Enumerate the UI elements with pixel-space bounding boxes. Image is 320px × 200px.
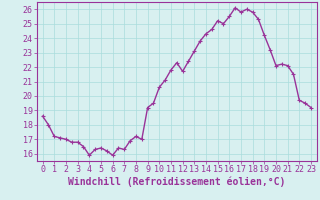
X-axis label: Windchill (Refroidissement éolien,°C): Windchill (Refroidissement éolien,°C) [68,177,285,187]
